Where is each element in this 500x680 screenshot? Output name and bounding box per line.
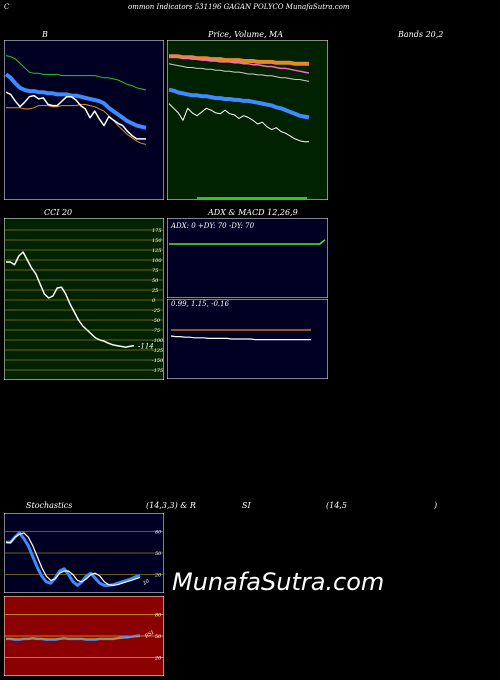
price-ma-orange-line bbox=[169, 54, 309, 66]
bands-label: Bands 20,2 bbox=[398, 30, 444, 39]
adx-legend: ADX: 0 +DY: 70 -DY: 70 bbox=[170, 222, 255, 230]
cci-tick-label: -50 bbox=[152, 318, 161, 324]
price-ma-grey-line bbox=[168, 63, 310, 82]
cci-chart: 175 150 125 100 75 50 25 0 -25 -50 -75 -100 -125 -150… bbox=[4, 218, 164, 380]
cci-panel: 175 150 125 100 75 50 25 0 -25 -50 -75 -100 -125 -150… bbox=[4, 218, 164, 380]
adx-macd-label: ADX & MACD 12,26,9 bbox=[208, 208, 298, 217]
stoch-label-3: SI bbox=[242, 501, 251, 510]
cci-tick-label: 150 bbox=[152, 238, 162, 244]
watermark: MunafaSutra.com bbox=[172, 568, 385, 596]
price-ma-pink-line bbox=[168, 54, 310, 74]
cci-tick-label: 100 bbox=[152, 258, 162, 264]
stoch-label-2: (14,3,3) & R bbox=[146, 501, 196, 510]
cci-last-value: -114 bbox=[138, 343, 154, 351]
cci-line bbox=[6, 251, 135, 348]
macd-chart: 0.99, 1.15, -0.16 bbox=[167, 299, 328, 379]
adx-panel: ADX: 0 +DY: 70 -DY: 70 bbox=[167, 218, 328, 298]
bollinger-lower-line bbox=[6, 103, 147, 145]
bollinger-label: B bbox=[42, 30, 48, 39]
bollinger-middle-line bbox=[4, 72, 147, 130]
stoch-d-line bbox=[5, 532, 141, 587]
price-ma-chart bbox=[167, 40, 328, 200]
header-left-letter: C bbox=[4, 3, 10, 11]
macd-legend: 0.99, 1.15, -0.16 bbox=[171, 300, 230, 308]
rsi-last-value: RSI bbox=[143, 629, 156, 640]
macd-panel: 0.99, 1.15, -0.16 bbox=[167, 299, 328, 379]
cci-tick-label: 175 bbox=[152, 228, 162, 234]
price-ma-panel bbox=[167, 40, 328, 200]
stochastics-panel: 80 50 20 20 bbox=[4, 513, 164, 593]
stoch-last-value: 20 bbox=[141, 578, 151, 587]
cci-tick-label: -25 bbox=[152, 308, 160, 314]
rsi-chart: 80 50 20 RSI bbox=[4, 596, 164, 676]
cci-tick-label: -125 bbox=[152, 348, 163, 354]
cci-tick-label: 0 bbox=[152, 298, 156, 304]
cci-tick-label: -150 bbox=[152, 358, 164, 364]
rsi-tick-label: 80 bbox=[155, 612, 162, 618]
adx-line bbox=[169, 239, 326, 245]
cci-tick-label: -100 bbox=[152, 338, 164, 344]
bollinger-price-line bbox=[5, 91, 146, 140]
cci-tick-label: 125 bbox=[152, 248, 162, 254]
cci-tick-label: 25 bbox=[151, 288, 158, 294]
adx-chart: ADX: 0 +DY: 70 -DY: 70 bbox=[167, 218, 328, 298]
stoch-k-line bbox=[6, 531, 141, 587]
bollinger-chart bbox=[4, 40, 164, 200]
macd-line bbox=[170, 335, 311, 341]
rsi-tick-label: 50 bbox=[155, 634, 162, 640]
cci-tick-label: 75 bbox=[152, 268, 158, 274]
stoch-tick-label: 80 bbox=[155, 529, 162, 535]
stoch-label-5: ) bbox=[434, 501, 438, 510]
page-title: ommon Indicators 531196 GAGAN POLYCO Mun… bbox=[128, 3, 350, 11]
rsi-panel: 80 50 20 RSI bbox=[4, 596, 164, 676]
bollinger-upper-line bbox=[5, 55, 147, 91]
stoch-tick-label: 50 bbox=[155, 551, 162, 557]
price-line bbox=[168, 103, 309, 143]
stoch-label-4: (14,5 bbox=[326, 501, 347, 510]
price-ma-blue-line bbox=[168, 87, 310, 120]
cci-tick-label: -175 bbox=[152, 368, 163, 374]
rsi-ma-line bbox=[6, 636, 140, 640]
cci-label: CCI 20 bbox=[44, 208, 73, 217]
stoch-tick-label: 20 bbox=[154, 573, 162, 579]
cci-tick-label: -75 bbox=[152, 328, 160, 334]
price-ma-label: Price, Volume, MA bbox=[208, 30, 284, 39]
bollinger-panel bbox=[4, 40, 164, 200]
rsi-tick-label: 20 bbox=[154, 656, 162, 662]
stoch-label-1: Stochastics bbox=[26, 501, 73, 510]
cci-tick-label: 50 bbox=[152, 278, 159, 284]
